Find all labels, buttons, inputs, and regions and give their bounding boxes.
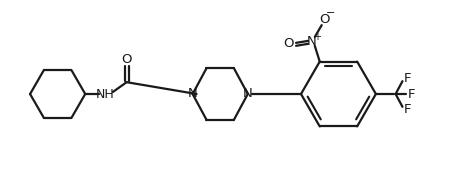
Text: O: O [319,13,330,26]
Text: N: N [307,35,317,48]
Text: NH: NH [96,87,114,101]
Text: −: − [326,8,335,18]
Text: F: F [404,72,411,85]
Text: F: F [408,87,415,101]
Text: +: + [313,32,321,42]
Text: F: F [404,103,411,116]
Text: O: O [121,53,132,66]
Text: N: N [188,86,197,99]
Text: N: N [243,86,253,99]
Text: O: O [283,37,294,50]
